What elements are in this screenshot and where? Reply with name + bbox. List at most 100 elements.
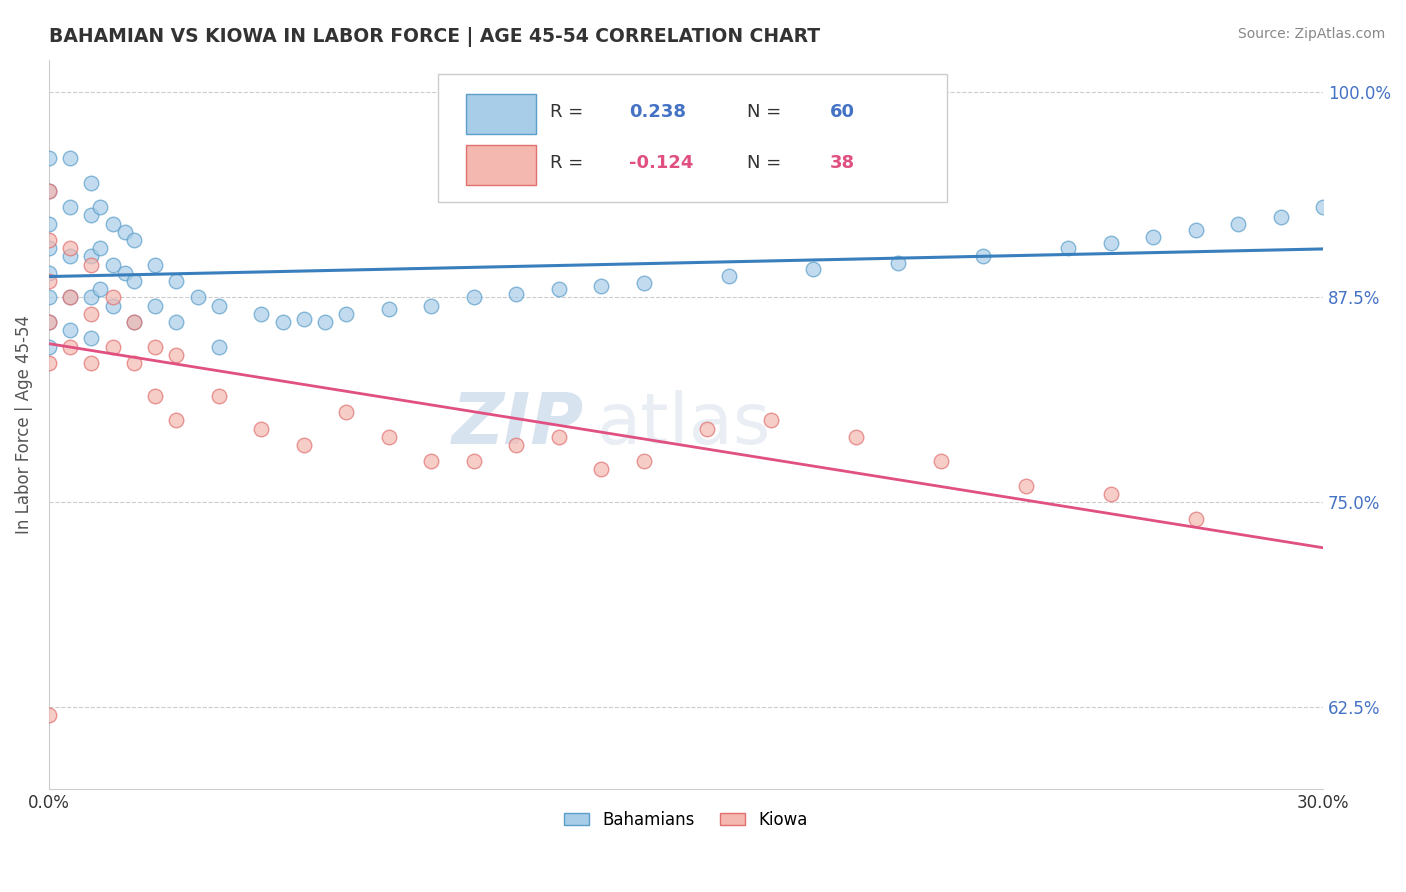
Point [89, 200, 111, 214]
Point [143, 258, 166, 272]
Text: atlas: atlas [598, 390, 772, 458]
Point [59, 249, 82, 263]
Point [38, 356, 60, 370]
Point [250, 421, 273, 435]
Point [165, 413, 187, 427]
Point [420, 299, 443, 313]
Point [208, 389, 231, 403]
Point [122, 315, 145, 329]
Point [59, 241, 82, 255]
Point [335, 307, 357, 321]
Point [696, 421, 718, 435]
Point [845, 430, 868, 444]
Point [591, 462, 613, 476]
Text: R =: R = [550, 103, 589, 121]
Point [1312, 200, 1334, 214]
Point [143, 299, 166, 313]
Point [165, 274, 187, 288]
Point [271, 315, 294, 329]
Bar [465, 94, 536, 134]
Point [420, 454, 443, 468]
Point [1184, 223, 1206, 237]
Point [929, 454, 952, 468]
Point [114, 266, 136, 280]
Text: N =: N = [747, 154, 787, 172]
Point [59, 151, 82, 165]
Point [101, 290, 124, 304]
Point [377, 430, 399, 444]
Legend: Bahamians, Kiowa: Bahamians, Kiowa [558, 805, 814, 836]
Point [1015, 479, 1038, 493]
Point [38, 339, 60, 353]
Point [335, 405, 357, 419]
Point [122, 233, 145, 247]
Point [314, 315, 336, 329]
Point [633, 276, 655, 290]
Point [38, 241, 60, 255]
Point [114, 225, 136, 239]
Point [1227, 217, 1250, 231]
Point [547, 282, 569, 296]
Text: -0.124: -0.124 [628, 154, 693, 172]
Point [59, 200, 82, 214]
Point [377, 301, 399, 316]
Text: ZIP: ZIP [451, 390, 583, 458]
Point [1142, 229, 1164, 244]
Text: 38: 38 [830, 154, 855, 172]
Point [38, 151, 60, 165]
Text: 60: 60 [830, 103, 855, 121]
Point [1057, 241, 1080, 255]
Point [80, 249, 103, 263]
Point [101, 217, 124, 231]
Point [591, 278, 613, 293]
Point [80, 307, 103, 321]
Point [122, 274, 145, 288]
Point [38, 184, 60, 198]
Point [122, 356, 145, 370]
Point [972, 249, 994, 263]
Point [165, 348, 187, 362]
Point [143, 389, 166, 403]
Point [547, 430, 569, 444]
Point [208, 299, 231, 313]
Point [38, 315, 60, 329]
Point [38, 708, 60, 723]
Text: 0.238: 0.238 [628, 103, 686, 121]
Text: N =: N = [747, 103, 787, 121]
Point [887, 256, 910, 270]
Point [292, 311, 315, 326]
Y-axis label: In Labor Force | Age 45-54: In Labor Force | Age 45-54 [15, 315, 32, 534]
Point [38, 266, 60, 280]
Point [1099, 487, 1122, 501]
Point [80, 356, 103, 370]
Point [250, 307, 273, 321]
Point [38, 315, 60, 329]
Point [101, 339, 124, 353]
Text: BAHAMIAN VS KIOWA IN LABOR FORCE | AGE 45-54 CORRELATION CHART: BAHAMIAN VS KIOWA IN LABOR FORCE | AGE 4… [49, 27, 820, 46]
Point [80, 258, 103, 272]
Point [59, 290, 82, 304]
Point [89, 282, 111, 296]
Point [187, 290, 209, 304]
Point [80, 176, 103, 190]
Point [38, 184, 60, 198]
Point [80, 290, 103, 304]
Point [122, 315, 145, 329]
Point [89, 241, 111, 255]
Text: Source: ZipAtlas.com: Source: ZipAtlas.com [1237, 27, 1385, 41]
FancyBboxPatch shape [437, 74, 948, 202]
Point [38, 274, 60, 288]
Point [505, 287, 527, 301]
Point [1099, 236, 1122, 251]
Point [463, 454, 485, 468]
Point [59, 290, 82, 304]
Text: R =: R = [550, 154, 589, 172]
Point [759, 413, 782, 427]
Point [38, 217, 60, 231]
Point [292, 438, 315, 452]
Point [59, 323, 82, 337]
Point [143, 339, 166, 353]
Point [1184, 511, 1206, 525]
Point [101, 258, 124, 272]
Point [165, 315, 187, 329]
